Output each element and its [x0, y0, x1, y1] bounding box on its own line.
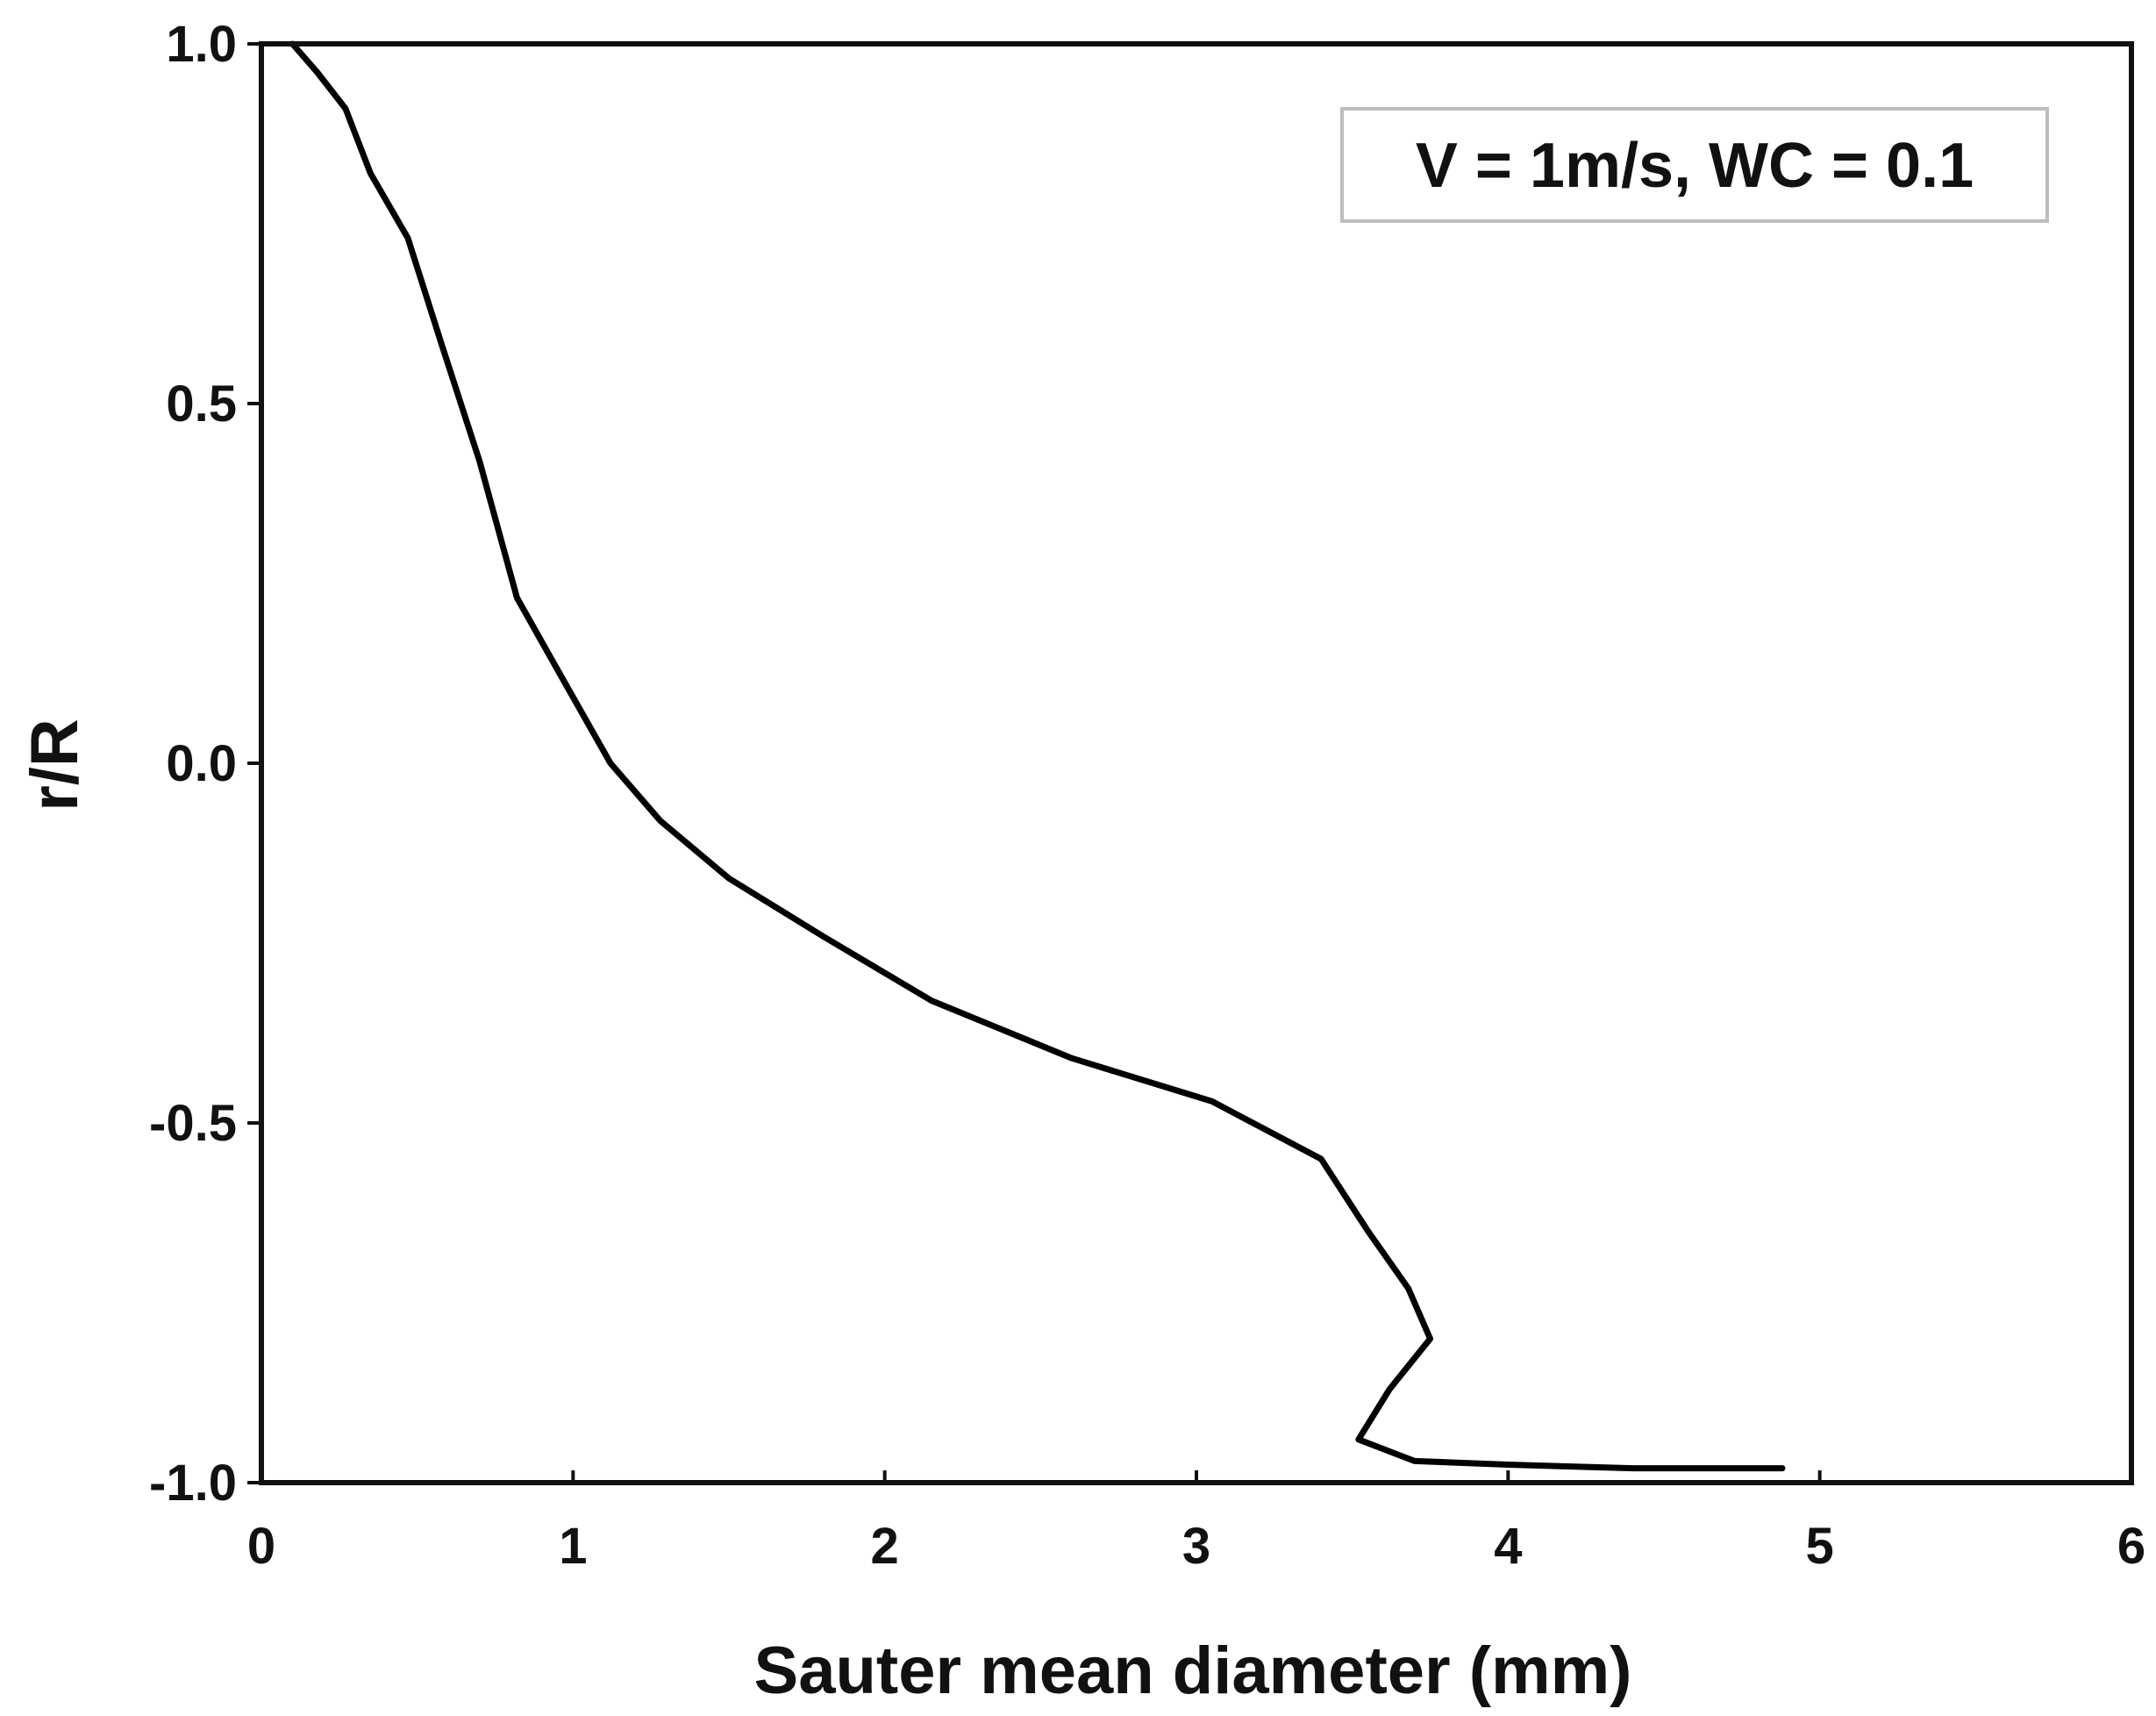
annotation-box: V = 1m/s, WC = 0.1 [1340, 107, 2049, 223]
y-tick-label: 1.0 [166, 16, 237, 73]
x-tick-label: 0 [247, 1518, 275, 1575]
plot-frame [259, 41, 2134, 1485]
y-tick-label: 0.0 [166, 735, 237, 792]
annotation-frame [1340, 107, 2049, 223]
y-tick-label: -1.0 [149, 1455, 237, 1512]
x-tick-label: 4 [1494, 1518, 1522, 1575]
x-tick-label: 5 [1806, 1518, 1834, 1575]
y-axis-title: r/R [18, 719, 92, 812]
x-axis-title: Sauter mean diameter (mm) [754, 1634, 1632, 1708]
tick-group: 0 1 2 3 4 5 6 1.0 0.5 0.0 -0.5 -1.0 [149, 16, 2145, 1575]
x-tick-label: 3 [1182, 1518, 1210, 1575]
x-tick-label: 6 [2117, 1518, 2145, 1575]
series-group [289, 40, 1786, 1472]
y-tick-label: 0.5 [166, 375, 237, 433]
y-tick-label: -0.5 [149, 1095, 237, 1152]
series-line [289, 40, 1786, 1472]
x-tick-label: 1 [559, 1518, 587, 1575]
annotation-text: V = 1m/s, WC = 0.1 [1416, 131, 1974, 201]
x-tick-label: 2 [871, 1518, 899, 1575]
